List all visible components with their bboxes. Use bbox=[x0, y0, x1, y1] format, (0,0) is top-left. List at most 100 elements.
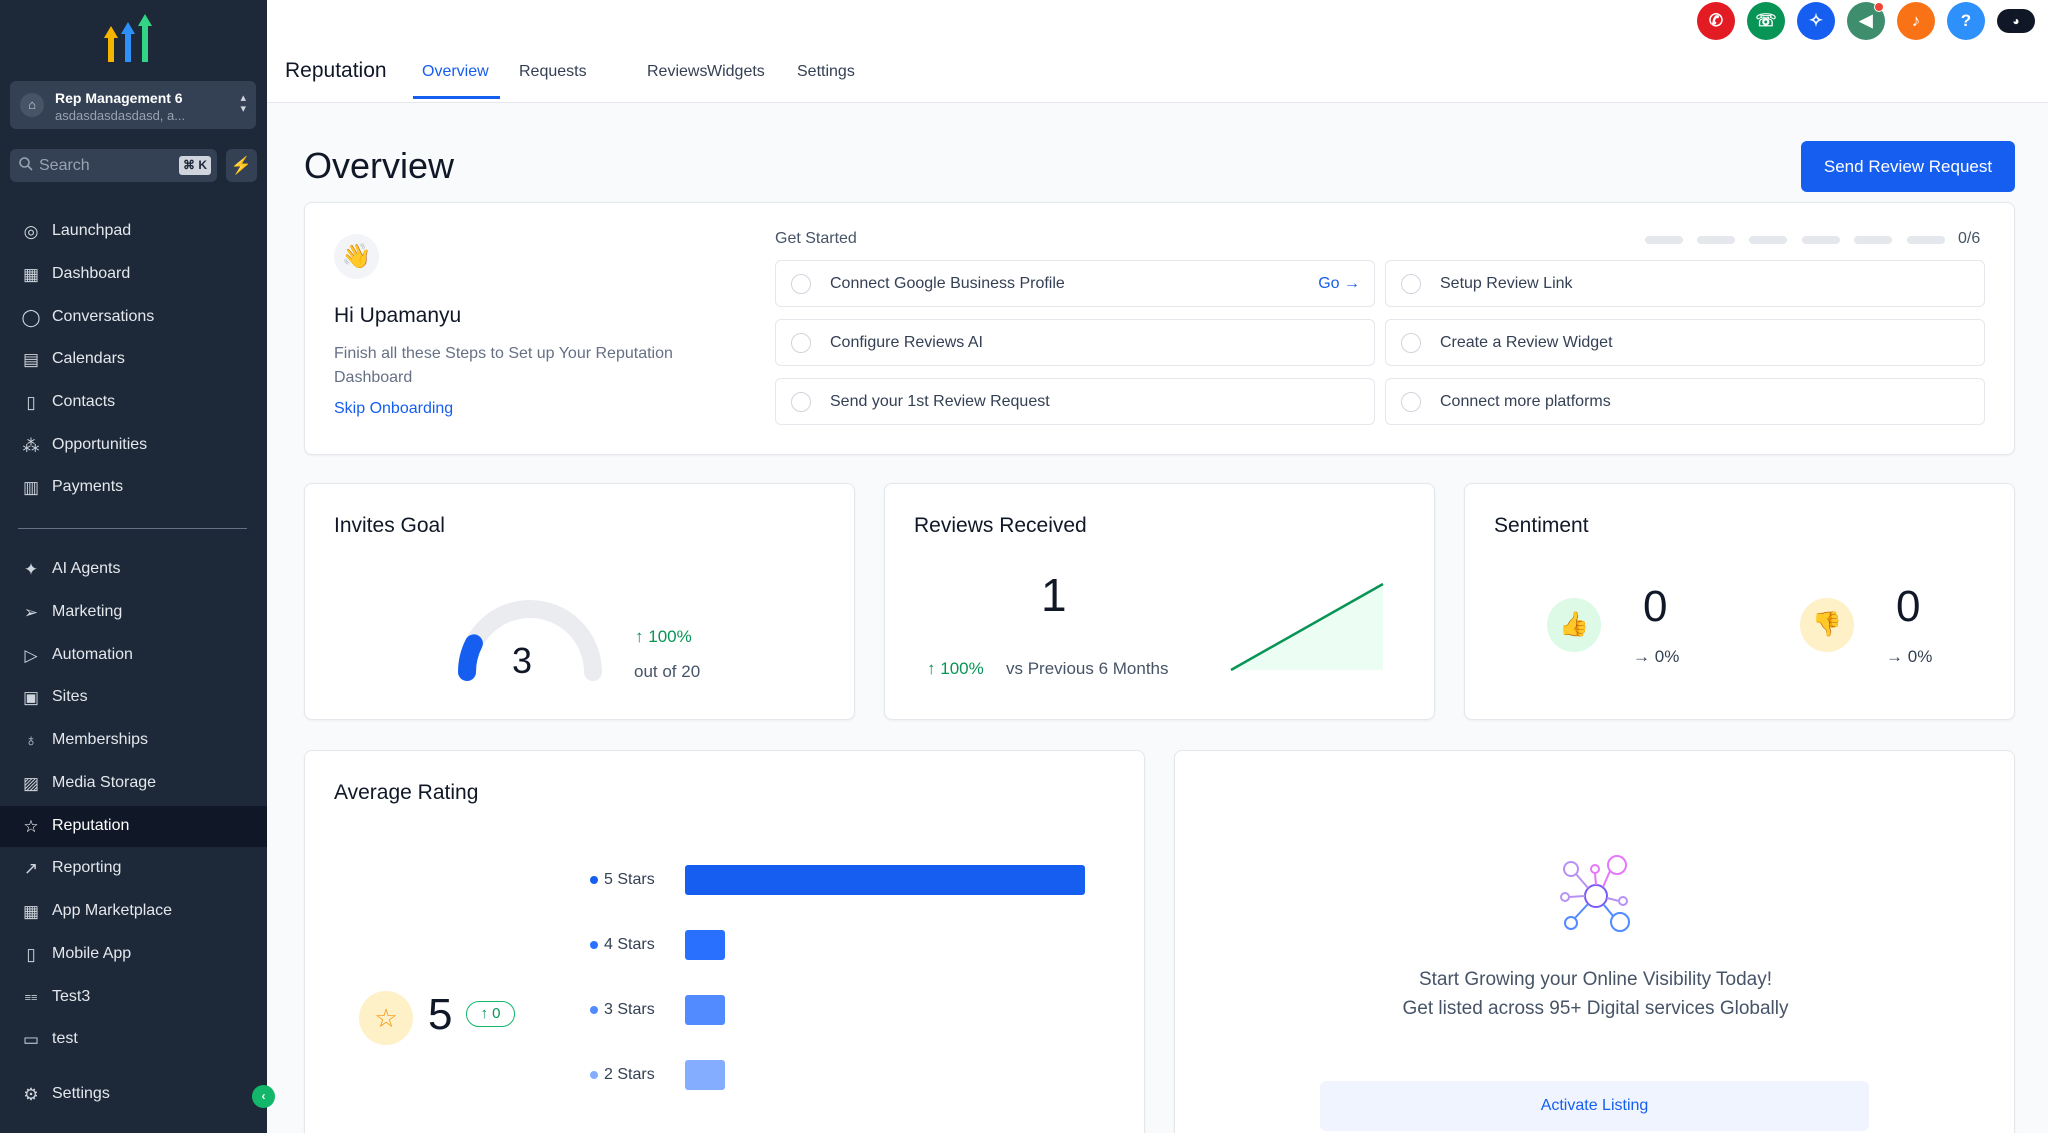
sidebar-item-label: Conversations bbox=[52, 308, 155, 325]
step-label: Connect more platforms bbox=[1440, 393, 1611, 410]
collapse-sidebar-button[interactable]: ‹ bbox=[252, 1085, 275, 1108]
rating-bar bbox=[685, 930, 725, 960]
sidebar-item-ai-agents[interactable]: ✦ AI Agents bbox=[0, 549, 267, 590]
step-send-first-request[interactable]: Send your 1st Review Request bbox=[775, 378, 1375, 425]
magic-wand-button[interactable]: ✧ bbox=[1797, 2, 1835, 40]
progress-segment bbox=[1697, 236, 1735, 244]
help-button[interactable]: ? bbox=[1947, 2, 1985, 40]
star-icon: ☆ bbox=[359, 991, 413, 1045]
reviews-change: ↑ 100% bbox=[927, 659, 984, 679]
sidebar-item-label: Settings bbox=[52, 1085, 110, 1102]
progress-segment bbox=[1907, 236, 1945, 244]
sidebar-item-automation[interactable]: ▷ Automation bbox=[0, 635, 267, 676]
address-book-icon: ▯ bbox=[26, 393, 36, 412]
custom-box-icon: ▭ bbox=[22, 1030, 40, 1049]
activate-listing-button[interactable]: Activate Listing bbox=[1320, 1081, 1869, 1131]
invites-out-of: out of 20 bbox=[634, 662, 701, 681]
rating-label: 3 Stars bbox=[604, 1001, 655, 1018]
step-setup-review-link[interactable]: Setup Review Link bbox=[1385, 260, 1985, 307]
sidebar-item-opportunities[interactable]: ⁂ Opportunities bbox=[0, 425, 267, 466]
skip-onboarding-link[interactable]: Skip Onboarding bbox=[334, 400, 454, 417]
sidebar-item-label: Media Storage bbox=[52, 774, 157, 791]
sidebar-item-contacts[interactable]: ▯ Contacts bbox=[0, 382, 267, 423]
chevron-updown-icon: ▴ ▾ bbox=[240, 92, 246, 115]
sidebar-item-label: Automation bbox=[52, 646, 133, 663]
sidebar-item-calendars[interactable]: ▤ Calendars bbox=[0, 339, 267, 380]
onboarding-description: Finish all these Steps to Set up Your Re… bbox=[334, 345, 673, 386]
module-title: Reputation bbox=[285, 59, 387, 82]
active-tab-indicator bbox=[413, 96, 500, 99]
sidebar-item-test[interactable]: ▭ test bbox=[0, 1019, 267, 1060]
calendar-icon: ▤ bbox=[22, 350, 40, 369]
tab-requests[interactable]: Requests bbox=[519, 63, 587, 80]
arrow-right-icon: → bbox=[1344, 275, 1360, 292]
positive-change-value: 0% bbox=[1654, 647, 1680, 666]
sidebar-item-label: Contacts bbox=[52, 393, 116, 410]
sidebar-item-app-marketplace[interactable]: ▦ App Marketplace bbox=[0, 891, 267, 932]
voice-ai-button[interactable]: ✆ bbox=[1697, 2, 1735, 40]
sidebar-item-memberships[interactable]: ♁ Memberships bbox=[0, 720, 267, 761]
sidebar-item-settings[interactable]: ⚙ Settings bbox=[0, 1074, 267, 1115]
sidebar-item-conversations[interactable]: ◯ Conversations bbox=[0, 297, 267, 338]
custom-glyph-icon: ≡≡ bbox=[24, 992, 38, 1004]
trend-up-icon: ↗ bbox=[23, 859, 39, 878]
step-connect-platforms[interactable]: Connect more platforms bbox=[1385, 378, 1985, 425]
sidebar-item-media-storage[interactable]: ▨ Media Storage bbox=[0, 763, 267, 804]
sidebar-item-dashboard[interactable]: ▦ Dashboard bbox=[0, 254, 267, 295]
go-label: Go bbox=[1318, 275, 1340, 292]
search-shortcut: ⌘ K bbox=[179, 156, 211, 175]
gear-icon: ⚙ bbox=[23, 1085, 39, 1104]
notifications-button[interactable]: ♪ bbox=[1897, 2, 1935, 40]
invites-value: 3 bbox=[512, 640, 533, 681]
step-go-link[interactable]: Go → bbox=[1318, 275, 1360, 293]
image-icon: ▨ bbox=[22, 774, 40, 793]
sidebar-item-sites[interactable]: ▣ Sites bbox=[0, 677, 267, 718]
network-nodes-icon bbox=[1560, 855, 1630, 932]
sidebar-item-test3[interactable]: ≡≡ Test3 bbox=[0, 977, 267, 1018]
invites-goal-card: Invites Goal 3 ↑ 100% out of 20 bbox=[304, 483, 855, 720]
sidebar-item-label: Reporting bbox=[52, 859, 122, 876]
phone-icon: ☏ bbox=[1755, 11, 1777, 30]
tab-reviews[interactable]: Reviews bbox=[647, 63, 708, 80]
sidebar: ⌂ Rep Management 6 asdasdasdasdasd, a...… bbox=[0, 0, 267, 1133]
tab-settings[interactable]: Settings bbox=[797, 63, 855, 80]
rating-row: 3 Stars bbox=[590, 995, 1110, 1025]
account-switcher[interactable]: ⌂ Rep Management 6 asdasdasdasdasd, a...… bbox=[10, 81, 256, 129]
sidebar-item-reputation[interactable]: ☆ Reputation bbox=[0, 806, 267, 847]
sidebar-item-marketing[interactable]: ➢ Marketing bbox=[0, 592, 267, 633]
average-rating-card: Average Rating ☆ 5 ↑ 0 5 Stars 4 Stars 3 S… bbox=[304, 750, 1145, 1133]
app-logo bbox=[104, 14, 152, 62]
arrow-up-icon: ↑ bbox=[635, 627, 644, 646]
average-rating-value: 5 bbox=[428, 990, 453, 1039]
sidebar-item-reporting[interactable]: ↗ Reporting bbox=[0, 848, 267, 889]
send-review-request-button[interactable]: Send Review Request bbox=[1801, 141, 2015, 192]
step-label: Connect Google Business Profile bbox=[830, 275, 1065, 292]
sidebar-item-label: AI Agents bbox=[52, 560, 121, 577]
search-input[interactable]: Search ⌘ K bbox=[10, 149, 217, 182]
sidebar-item-payments[interactable]: ▥ Payments bbox=[0, 467, 267, 508]
rating-bar bbox=[685, 1060, 725, 1090]
sidebar-item-label: Marketing bbox=[52, 603, 123, 620]
sparkle-icon: ✦ bbox=[23, 560, 39, 579]
step-label: Configure Reviews AI bbox=[830, 334, 983, 351]
reviews-value: 1 bbox=[1041, 569, 1067, 621]
step-connect-google[interactable]: Connect Google Business Profile Go → bbox=[775, 260, 1375, 307]
user-avatar-button[interactable]: ◕ bbox=[1997, 9, 2035, 33]
arrow-right-icon: → bbox=[1633, 647, 1650, 666]
tab-overview[interactable]: Overview bbox=[422, 63, 489, 80]
quick-action-button[interactable]: ⚡ bbox=[226, 149, 257, 182]
rating-change-value: 0 bbox=[492, 1005, 501, 1022]
sidebar-item-launchpad[interactable]: ◎ Launchpad bbox=[0, 211, 267, 252]
sidebar-item-mobile-app[interactable]: ▯ Mobile App bbox=[0, 934, 267, 975]
rating-bar bbox=[685, 865, 1085, 895]
step-label: Setup Review Link bbox=[1440, 275, 1573, 292]
invites-change-value: 100% bbox=[648, 627, 692, 646]
tab-widgets[interactable]: Widgets bbox=[707, 63, 765, 80]
reviews-received-card: Reviews Received 1 ↑ 100% vs Previous 6 … bbox=[884, 483, 1435, 720]
legend-dot bbox=[590, 941, 598, 949]
step-create-review-widget[interactable]: Create a Review Widget bbox=[1385, 319, 1985, 366]
sidebar-item-label: Opportunities bbox=[52, 436, 148, 453]
phone-button[interactable]: ☏ bbox=[1747, 2, 1785, 40]
sidebar-item-label: Launchpad bbox=[52, 222, 132, 239]
step-configure-reviews-ai[interactable]: Configure Reviews AI bbox=[775, 319, 1375, 366]
